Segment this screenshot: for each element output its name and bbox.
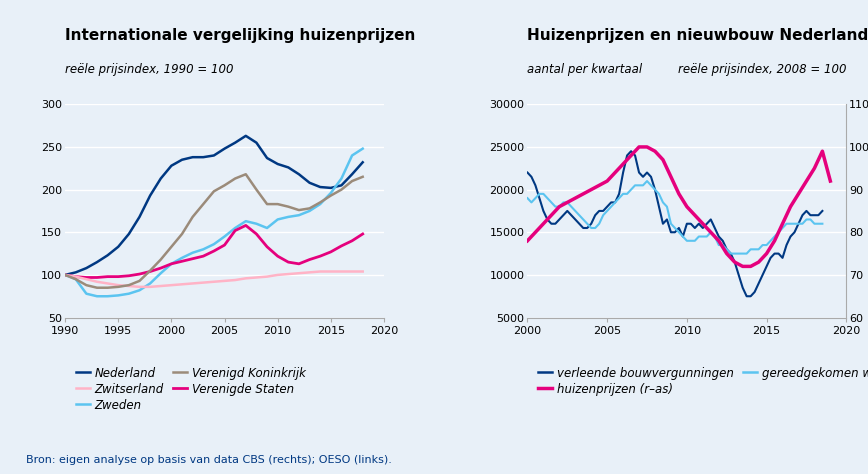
- Text: Bron: eigen analyse op basis van data CBS (rechts); OESO (links).: Bron: eigen analyse op basis van data CB…: [26, 455, 392, 465]
- Legend: verleende bouwvergunningen, huizenprijzen (r–as), gereedgekomen woningen: verleende bouwvergunningen, huizenprijze…: [533, 362, 868, 400]
- Text: reële prijsindex, 1990 = 100: reële prijsindex, 1990 = 100: [65, 63, 233, 76]
- Text: aantal per kwartaal: aantal per kwartaal: [528, 63, 642, 76]
- Text: Internationale vergelijking huizenprijzen: Internationale vergelijking huizenprijze…: [65, 27, 416, 43]
- Text: Huizenprijzen en nieuwbouw Nederland: Huizenprijzen en nieuwbouw Nederland: [528, 27, 868, 43]
- Text: reële prijsindex, 2008 = 100: reële prijsindex, 2008 = 100: [678, 63, 846, 76]
- Legend: Nederland, Zwitserland, Zweden, Verenigd Koninkrijk, Verenigde Staten: Nederland, Zwitserland, Zweden, Verenigd…: [71, 362, 311, 416]
